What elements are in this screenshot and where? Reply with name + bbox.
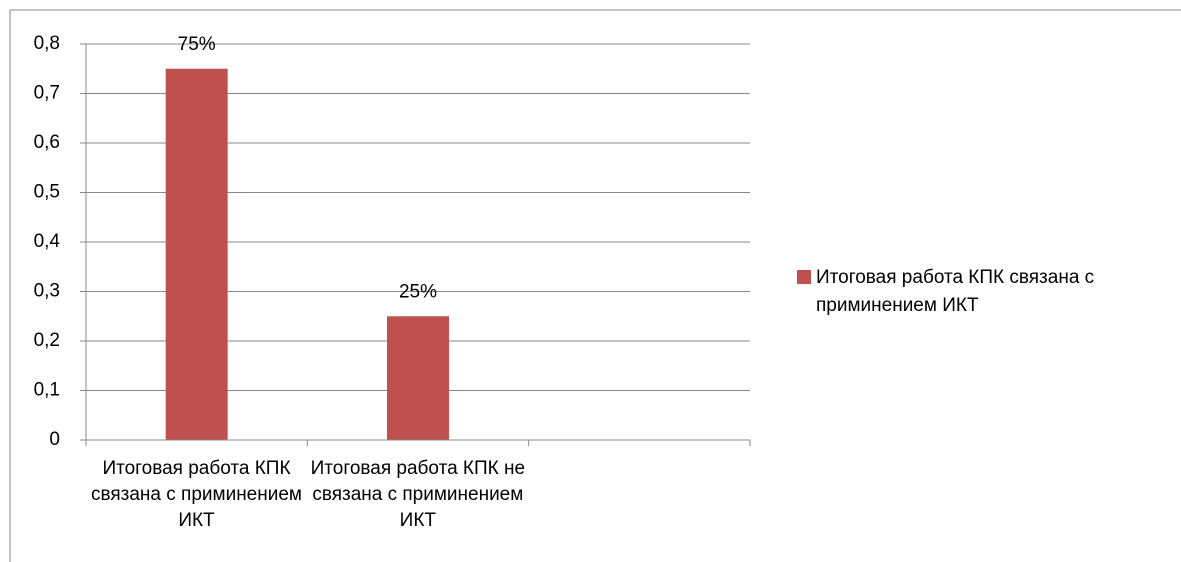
x-tick-label: Итоговая работа КПК не связана с примине… (310, 458, 526, 531)
bar (165, 68, 228, 440)
y-tick-label: 0,7 (34, 83, 60, 104)
y-tick-label: 0,5 (34, 182, 60, 203)
legend-label: Итоговая работа КПК связана с приминение… (816, 267, 1095, 316)
data-label: 75% (178, 34, 216, 55)
y-tick-label: 0,6 (34, 132, 60, 153)
y-tick-label: 0,1 (34, 380, 60, 401)
y-tick-label: 0,8 (34, 33, 60, 54)
legend-swatch (797, 270, 811, 284)
x-tick-label: Итоговая работа КПК связана с приминение… (90, 458, 302, 531)
bar (387, 316, 449, 440)
data-label: 25% (399, 281, 437, 302)
y-tick-label: 0,3 (34, 281, 60, 302)
y-tick-label: 0,2 (34, 330, 60, 351)
y-tick-label: 0 (49, 429, 60, 450)
y-tick-label: 0,4 (34, 231, 61, 252)
